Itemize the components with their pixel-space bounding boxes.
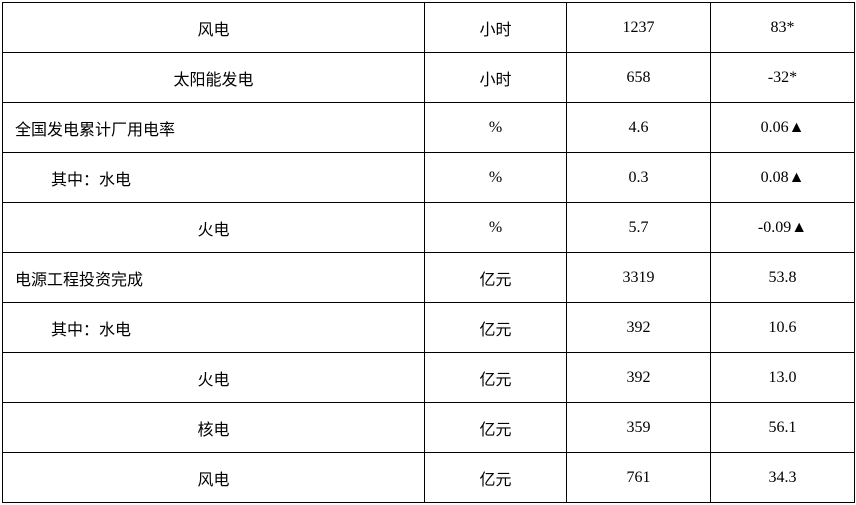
cell-unit: 亿元 [425,253,567,303]
data-table: 风电 小时 1237 83* 太阳能发电 小时 658 -32* 全国发电累计厂… [2,2,855,503]
cell-change: 13.0 [711,353,855,403]
table-row: 全国发电累计厂用电率 % 4.6 0.06▲ [3,103,855,153]
table-row: 火电 % 5.7 -0.09▲ [3,203,855,253]
cell-change: 0.06▲ [711,103,855,153]
cell-item: 风电 [3,453,425,503]
cell-value: 761 [567,453,711,503]
table-row: 风电 小时 1237 83* [3,3,855,53]
table-row: 火电 亿元 392 13.0 [3,353,855,403]
cell-change: 53.8 [711,253,855,303]
cell-item: 电源工程投资完成 [3,253,425,303]
cell-change: 0.08▲ [711,153,855,203]
cell-unit: 小时 [425,3,567,53]
cell-item: 核电 [3,403,425,453]
cell-value: 5.7 [567,203,711,253]
cell-unit: % [425,103,567,153]
cell-unit: 小时 [425,53,567,103]
cell-unit: 亿元 [425,303,567,353]
cell-value: 0.3 [567,153,711,203]
cell-change: 34.3 [711,453,855,503]
table-row: 风电 亿元 761 34.3 [3,453,855,503]
cell-change: 10.6 [711,303,855,353]
cell-value: 1237 [567,3,711,53]
cell-item: 其中：水电 [3,303,425,353]
cell-unit: 亿元 [425,403,567,453]
cell-value: 392 [567,303,711,353]
cell-item: 火电 [3,353,425,403]
cell-value: 392 [567,353,711,403]
cell-value: 658 [567,53,711,103]
cell-change: -0.09▲ [711,203,855,253]
cell-value: 3319 [567,253,711,303]
cell-change: 56.1 [711,403,855,453]
cell-item: 风电 [3,3,425,53]
cell-unit: 亿元 [425,453,567,503]
table-row: 电源工程投资完成 亿元 3319 53.8 [3,253,855,303]
table-row: 核电 亿元 359 56.1 [3,403,855,453]
cell-unit: % [425,153,567,203]
cell-unit: % [425,203,567,253]
cell-unit: 亿元 [425,353,567,403]
cell-change: -32* [711,53,855,103]
cell-item: 太阳能发电 [3,53,425,103]
cell-item: 火电 [3,203,425,253]
table-row: 太阳能发电 小时 658 -32* [3,53,855,103]
table-row: 其中：水电 % 0.3 0.08▲ [3,153,855,203]
cell-value: 359 [567,403,711,453]
cell-value: 4.6 [567,103,711,153]
cell-item: 其中：水电 [3,153,425,203]
cell-item: 全国发电累计厂用电率 [3,103,425,153]
table-body: 风电 小时 1237 83* 太阳能发电 小时 658 -32* 全国发电累计厂… [3,3,855,503]
table-row: 其中：水电 亿元 392 10.6 [3,303,855,353]
cell-change: 83* [711,3,855,53]
